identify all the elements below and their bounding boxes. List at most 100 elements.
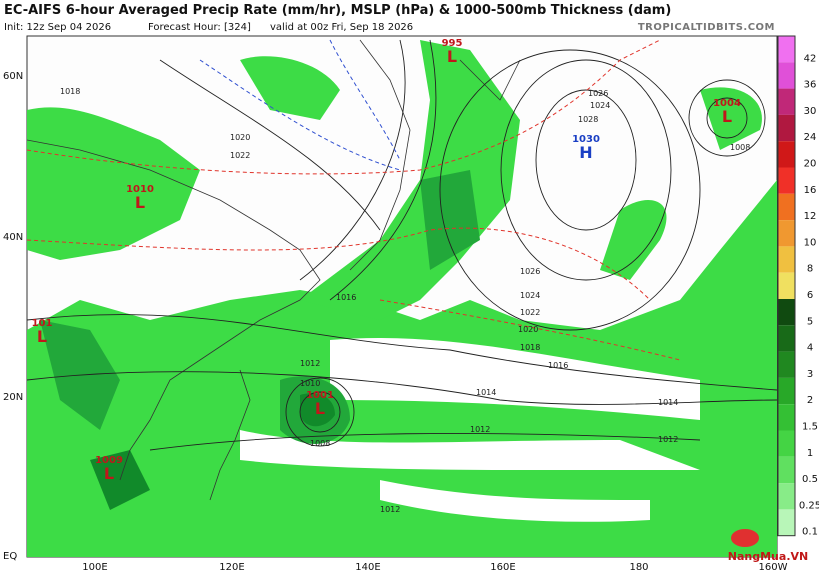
center-value: 1009 [95,455,123,466]
title: EC-AIFS 6-hour Averaged Precip Rate (mm/… [4,3,671,18]
colorbar-swatch [778,36,795,63]
center-letter: H [579,143,592,162]
lat-label: 20N [3,392,23,403]
valid-time: valid at 00z Fri, Sep 18 2026 [270,22,413,33]
colorbar-swatch [778,351,795,378]
colorbar-swatch [778,272,795,299]
colorbar-swatch [778,246,795,273]
contour-label: 1012 [380,505,400,514]
colorbar-swatch [778,377,795,405]
colorbar-swatch [778,141,795,168]
colorbar-label: 1 [807,448,813,459]
init: Init: 12z Sep 04 2026 [4,22,111,33]
lat-label: EQ [3,551,17,562]
axis-labels: 60N 40N 20N EQ 100E 120E 140E 160E 180 160W [3,71,788,573]
center-letter: L [104,464,114,483]
center-letter: L [722,107,732,126]
colorbar-label: 10 [804,237,817,248]
colorbar-swatch [778,509,795,536]
contour-label: 1016 [548,361,568,370]
isobars [27,39,777,451]
colorbar-swatch [778,430,795,457]
colorbar-label: 1.5 [802,422,818,433]
colorbar-label: 0.25 [799,500,819,511]
contour-label: 1024 [590,101,610,110]
contour-label: 1028 [578,115,598,124]
center-letter: L [37,327,47,346]
lon-label: 180 [629,562,648,573]
center-value: 1001 [306,390,334,401]
lon-label: 160E [490,562,515,573]
thickness [27,39,681,361]
colorbar-label: 30 [804,106,817,117]
contour-label: 1014 [658,398,678,407]
colorbar-label: 2 [807,395,813,406]
contour-label: 1012 [658,435,678,444]
contour-label: 1012 [470,425,490,434]
contour-label: 1018 [60,87,80,96]
center-letter: L [315,399,325,418]
lon-label: 160W [759,562,788,573]
colorbar-label: 16 [804,185,817,196]
colorbar: 42 36 30 24 20 16 12 10 8 6 5 4 3 2 1.5 1 0.5 0.25 0.1 [777,35,819,538]
colorbar-label: 12 [804,211,817,222]
colorbar-swatch [778,456,795,484]
site: TROPICALTIDBITS.COM [638,22,775,33]
center-value: 1030 [572,134,600,145]
lat-label: 60N [3,71,23,82]
colorbar-label: 4 [807,343,813,354]
colorbar-swatch [778,325,795,352]
contour-label: 1016 [336,293,356,302]
center-value: 1010 [126,184,154,195]
colorbar-label: 0.5 [802,474,818,485]
colorbar-label: 24 [804,132,817,143]
center-value: 995 [442,38,463,49]
colorbar-swatch [778,483,795,510]
colorbar-swatch [778,88,795,115]
colorbar-swatch [778,114,795,142]
forecast-hour: Forecast Hour: [324] [148,22,251,33]
map: 1024 1026 1028 1026 1024 1022 1020 1018 … [26,35,778,558]
colorbar-label: 6 [807,290,813,301]
watermark: NangMua.VN [728,529,808,563]
contour-label: 1014 [476,388,496,397]
lon-label: 140E [355,562,380,573]
contour-label: 1024 [520,291,540,300]
colorbar-swatch [778,193,795,221]
contour-label: 1020 [518,325,538,334]
lon-label: 100E [82,562,107,573]
center-letter: L [447,47,457,66]
lat-label: 40N [3,232,23,243]
colorbar-label: 36 [804,80,817,91]
colorbar-swatch [778,299,795,326]
contour-label: 1022 [520,308,540,317]
contour-label: 1008 [730,143,750,152]
center-value: 101 [32,318,53,329]
colorbar-label: 8 [807,264,813,275]
colorbar-label: 0.1 [802,527,818,538]
contour-label: 1010 [300,379,320,388]
contour-label: 1020 [230,133,250,142]
contour-label: 1012 [300,359,320,368]
colorbar-label: 3 [807,369,813,380]
colorbar-swatch [778,167,795,194]
colorbar-swatch [778,62,795,89]
contour-label: 1026 [588,89,608,98]
contour-label: 1018 [520,343,540,352]
colorbar-swatch [778,220,795,247]
contour-labels: 1024 1026 1028 1026 1024 1022 1020 1018 … [60,87,750,514]
coastlines [27,39,521,501]
colorbar-frame [777,35,796,537]
watermark-text: NangMua.VN [728,550,808,563]
colorbar-label: 5 [807,316,813,327]
colorbar-label: 20 [804,159,817,170]
center-letter: L [135,193,145,212]
contour-label: 1022 [230,151,250,160]
colorbar-label: 42 [804,53,817,64]
lon-label: 120E [219,562,244,573]
center-value: 1004 [713,98,741,109]
contour-label: 1008 [310,439,330,448]
contour-label: 1026 [520,267,540,276]
